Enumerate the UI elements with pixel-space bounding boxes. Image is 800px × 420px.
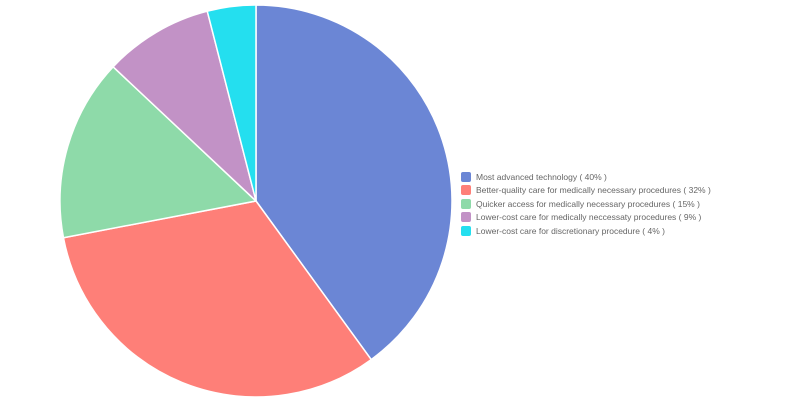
legend-swatch [461, 198, 471, 209]
pie-slice-3[interactable] [59, 66, 257, 239]
legend-swatch [461, 225, 471, 236]
legend-swatch [461, 185, 471, 196]
chart-legend: Most advanced technology ( 40% ) Better-… [461, 170, 711, 238]
legend-label: Lower-cost care for discretionary proced… [476, 225, 665, 236]
legend-item-lower-cost-necessary[interactable]: Lower-cost care for medically neccessaty… [461, 211, 711, 225]
legend-label: Most advanced technology ( 40% ) [476, 171, 607, 182]
legend-swatch [461, 171, 471, 182]
legend-item-quicker-access[interactable]: Quicker access for medically necessary p… [461, 197, 711, 211]
pie-slice-2[interactable] [62, 200, 372, 398]
pie-slice-1[interactable] [255, 4, 453, 361]
legend-item-lower-cost-discretionary[interactable]: Lower-cost care for discretionary proced… [461, 224, 711, 238]
pie-slice-4[interactable] [112, 10, 257, 202]
pie-slice-5[interactable] [206, 4, 257, 202]
legend-label: Quicker access for medically necessary p… [476, 198, 700, 209]
legend-label: Lower-cost care for medically neccessaty… [476, 212, 702, 223]
legend-swatch [461, 212, 471, 223]
legend-item-most-advanced-technology[interactable]: Most advanced technology ( 40% ) [461, 170, 711, 184]
legend-label: Better-quality care for medically necess… [476, 185, 711, 196]
legend-item-better-quality-care[interactable]: Better-quality care for medically necess… [461, 184, 711, 198]
